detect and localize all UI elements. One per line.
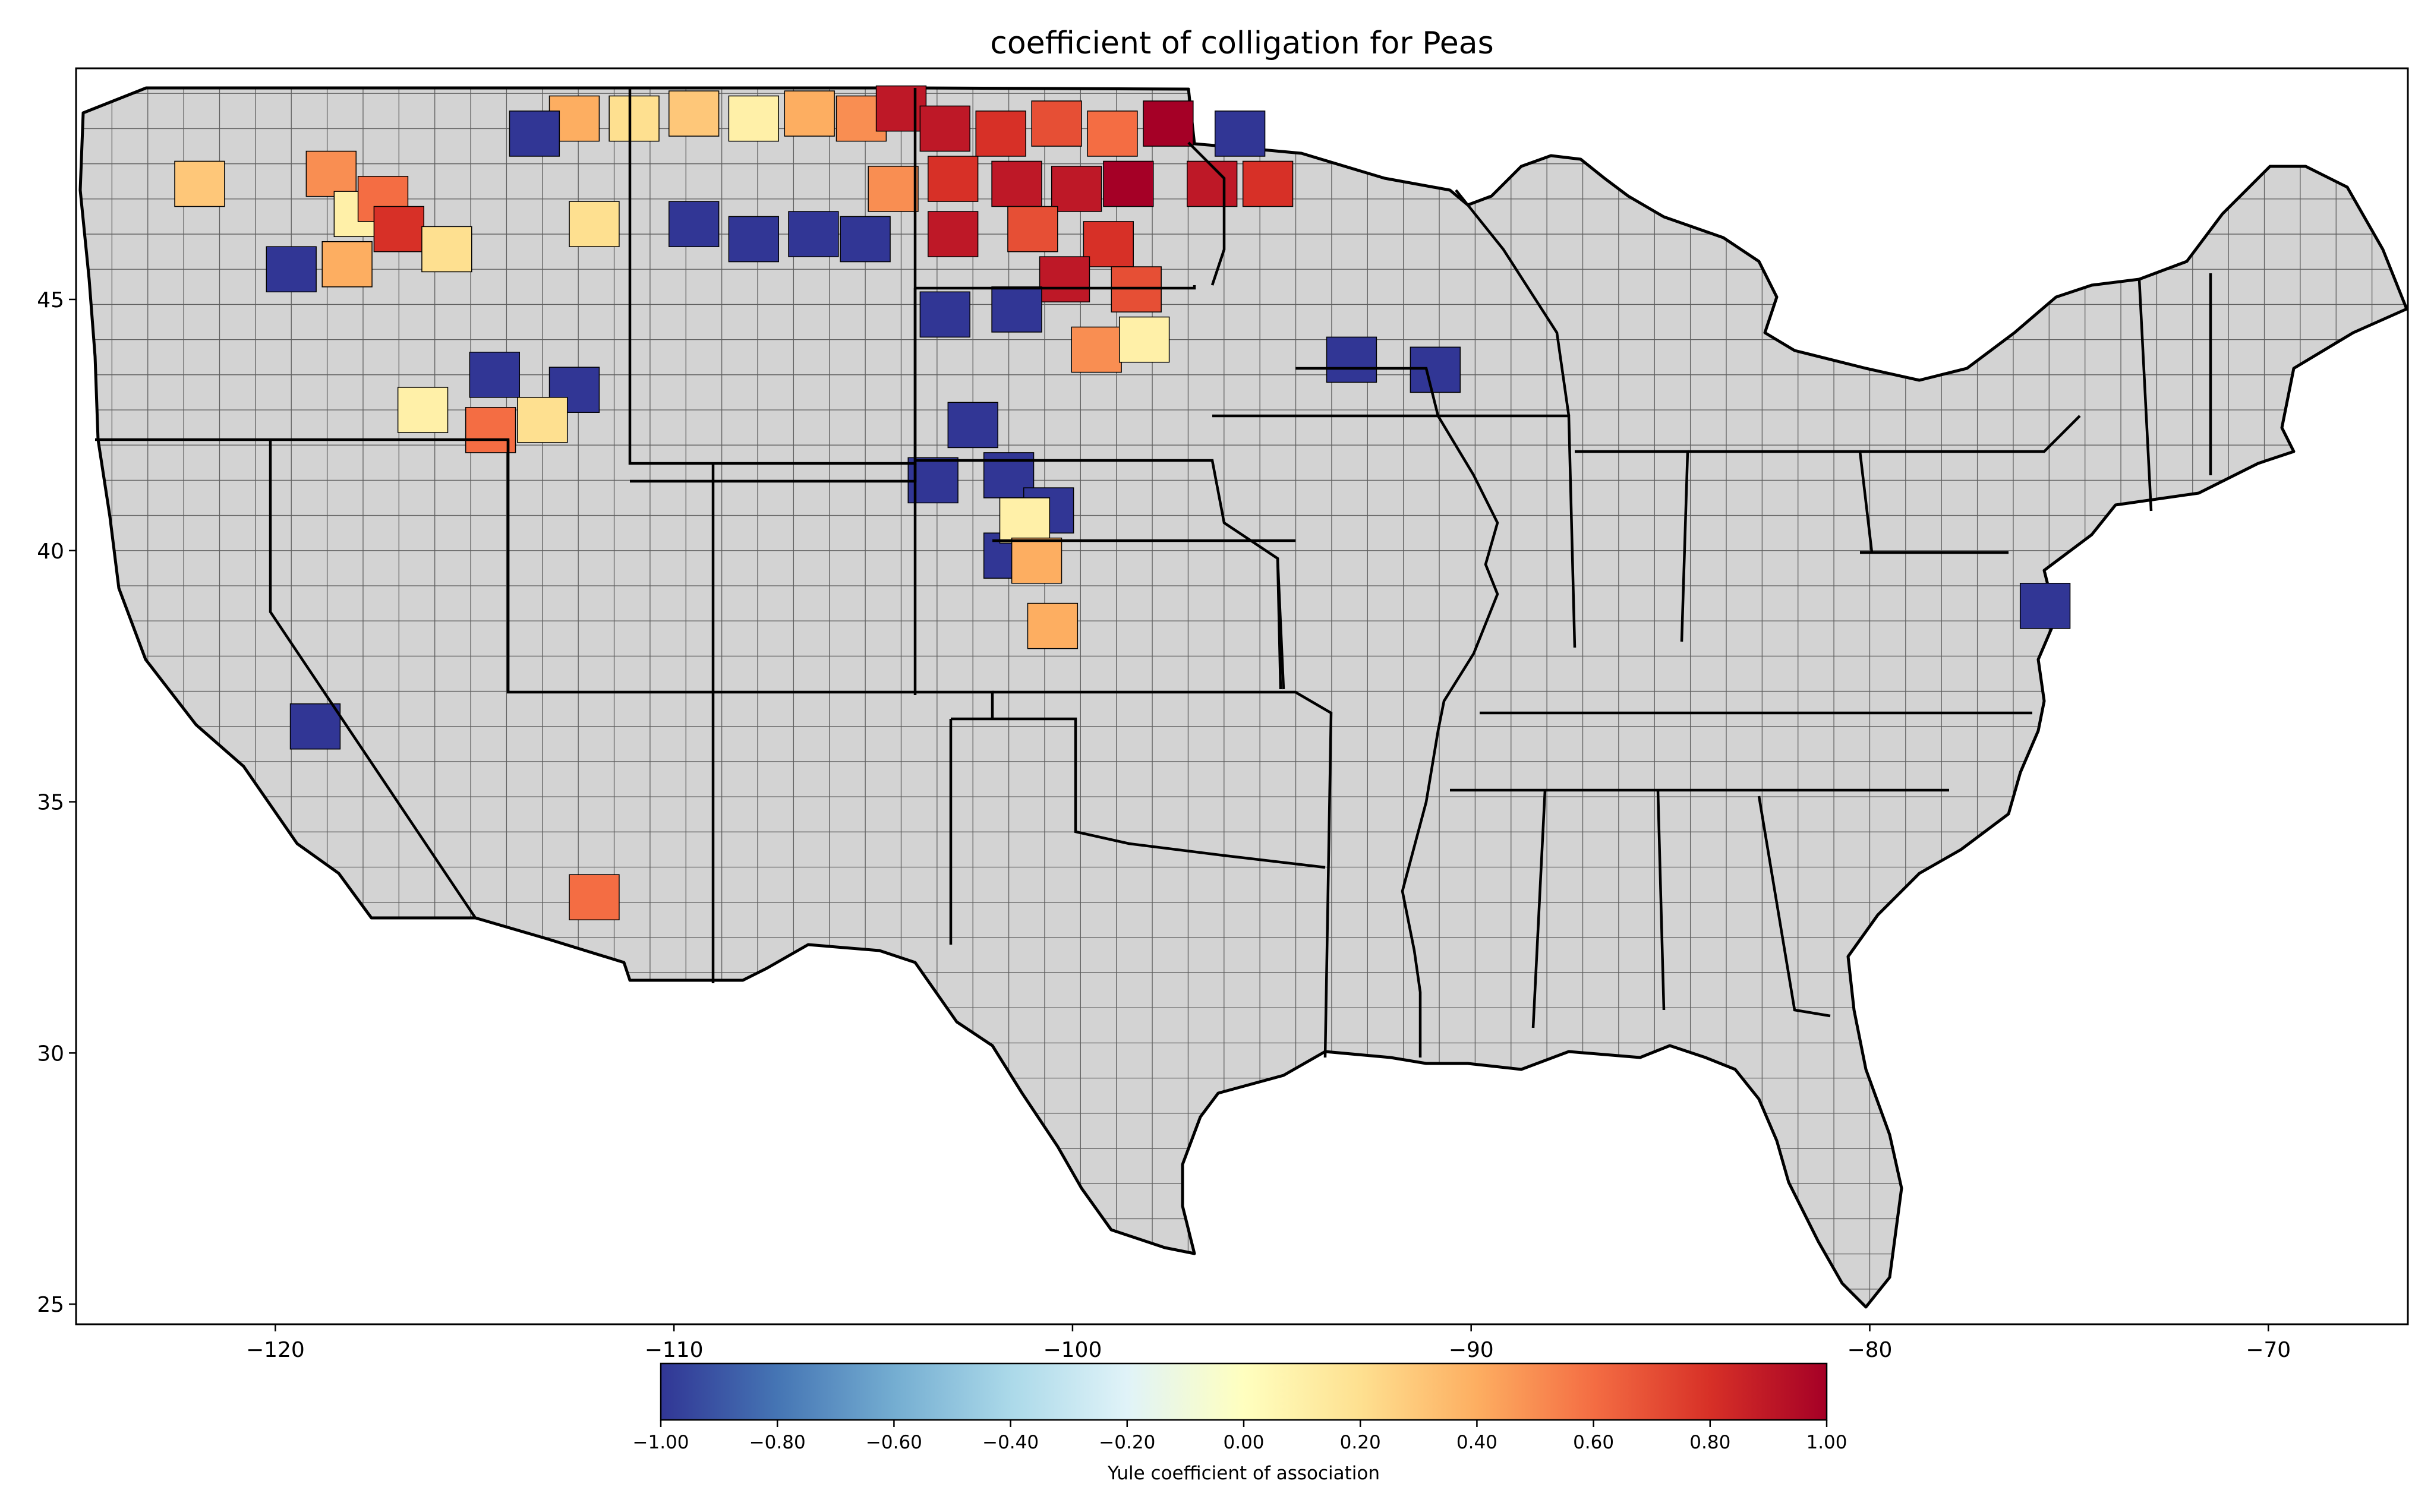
chart-title: coefficient of colligation for Peas bbox=[990, 26, 1493, 61]
county-cell bbox=[1214, 111, 1266, 157]
x-axis: −120 −110 −100 −90 −80 −70 bbox=[246, 1324, 2291, 1362]
county-cell bbox=[2019, 582, 2071, 629]
county-cell bbox=[569, 874, 620, 921]
county-cell bbox=[1187, 160, 1238, 207]
x-tick-label: −90 bbox=[1449, 1338, 1494, 1362]
county-cell bbox=[868, 166, 919, 212]
county-cell bbox=[1083, 221, 1134, 267]
county-cell bbox=[975, 111, 1026, 157]
colorbar-tick-label: −1.00 bbox=[633, 1432, 689, 1453]
y-tick-label: 40 bbox=[37, 539, 64, 564]
y-tick-label: 35 bbox=[37, 791, 64, 815]
county-cell bbox=[305, 150, 357, 197]
plot-frame bbox=[75, 67, 2409, 1325]
county-cell bbox=[1118, 316, 1170, 363]
colorbar-tick-label: 0.80 bbox=[1689, 1432, 1730, 1453]
county-cell bbox=[174, 160, 225, 207]
x-tick-label: −70 bbox=[2246, 1338, 2291, 1362]
county-cell bbox=[919, 105, 970, 152]
county-cell bbox=[1103, 160, 1154, 207]
county-cell bbox=[1027, 602, 1079, 649]
colorbar-label: Yule coefficient of association bbox=[1107, 1463, 1380, 1484]
county-cell bbox=[1007, 206, 1058, 252]
county-cell bbox=[608, 95, 660, 142]
x-tick-label: −80 bbox=[1847, 1338, 1892, 1362]
colorbar-tick-label: −0.80 bbox=[749, 1432, 806, 1453]
colorbar-tick-label: −0.20 bbox=[1099, 1432, 1155, 1453]
y-tick-label: 45 bbox=[37, 288, 64, 312]
county-cell bbox=[289, 703, 341, 750]
colorbar-tick-label: 0.60 bbox=[1573, 1432, 1614, 1453]
us-landmass bbox=[78, 86, 2408, 1309]
county-cell bbox=[928, 156, 979, 202]
county-cell bbox=[1011, 537, 1062, 584]
y-tick-label: 25 bbox=[37, 1293, 64, 1317]
county-cell bbox=[569, 201, 620, 247]
county-cell bbox=[397, 387, 449, 433]
colorbar-tick-label: −0.40 bbox=[982, 1432, 1039, 1453]
county-cell bbox=[321, 241, 373, 288]
county-cell bbox=[1051, 166, 1102, 212]
colorbar: −1.00 −0.80 −0.60 −0.40 −0.20 0.00 0.20 0.40 0.6… bbox=[633, 1362, 1847, 1484]
colorbar-gradient bbox=[660, 1362, 1828, 1421]
plot-area bbox=[75, 67, 2409, 1325]
colorbar-tick-label: 0.40 bbox=[1456, 1432, 1497, 1453]
county-cell bbox=[1087, 111, 1138, 157]
x-tick-label: −110 bbox=[645, 1338, 704, 1362]
county-cell bbox=[509, 111, 560, 157]
county-cell bbox=[373, 206, 424, 252]
y-axis: 25 30 35 40 45 bbox=[37, 288, 76, 1317]
colorbar-tick-label: 0.20 bbox=[1340, 1432, 1381, 1453]
county-cell bbox=[1242, 160, 1294, 207]
county-cell bbox=[548, 367, 600, 413]
state-borders bbox=[95, 88, 2212, 1058]
colorbar-ticks: −1.00 −0.80 −0.60 −0.40 −0.20 0.00 0.20 0.40 0.6… bbox=[633, 1420, 1847, 1453]
county-values bbox=[174, 85, 2071, 921]
county-cell bbox=[999, 497, 1051, 544]
county-cell bbox=[784, 90, 835, 137]
county-cell bbox=[517, 397, 568, 443]
county-cell bbox=[469, 352, 520, 398]
colorbar-tick-label: −0.60 bbox=[866, 1432, 922, 1453]
county-cell bbox=[1039, 256, 1090, 302]
county-cell bbox=[919, 291, 970, 338]
county-cell bbox=[421, 226, 472, 273]
county-cell bbox=[728, 216, 779, 263]
county-cell bbox=[669, 201, 720, 247]
colorbar-tick-label: 0.00 bbox=[1223, 1432, 1264, 1453]
y-tick-label: 30 bbox=[37, 1041, 64, 1066]
county-cell bbox=[1326, 336, 1377, 383]
county-cell bbox=[1410, 346, 1461, 393]
county-cell bbox=[928, 211, 979, 257]
county-cell bbox=[991, 286, 1042, 333]
x-tick-label: −100 bbox=[1043, 1338, 1102, 1362]
colorbar-tick-label: 1.00 bbox=[1806, 1432, 1847, 1453]
county-cell bbox=[728, 95, 779, 142]
county-cell bbox=[1143, 100, 1194, 147]
county-cell bbox=[788, 211, 839, 257]
county-cell bbox=[1071, 326, 1122, 373]
county-cell bbox=[840, 216, 891, 263]
county-cell bbox=[875, 85, 927, 132]
x-tick-label: −120 bbox=[246, 1338, 305, 1362]
county-cell bbox=[991, 160, 1042, 207]
county-cell bbox=[266, 246, 317, 293]
county-cell bbox=[947, 402, 998, 449]
county-cell bbox=[669, 90, 720, 137]
county-cell bbox=[1031, 100, 1082, 147]
